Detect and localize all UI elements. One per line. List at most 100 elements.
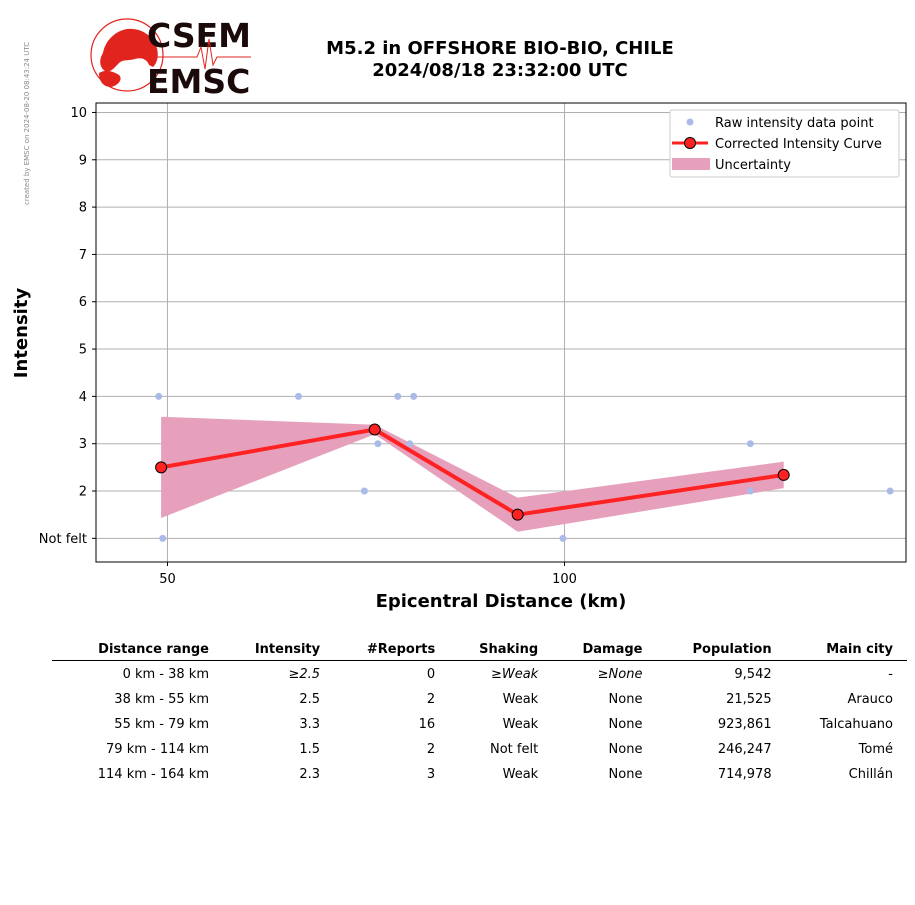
y-tick-label: 5: [79, 343, 87, 358]
logo-text-bottom: EMSC: [147, 62, 250, 99]
cell-shaking: Weak: [502, 716, 539, 732]
cell-damage: ≥None: [597, 666, 643, 682]
cell-intensity: 3.3: [299, 716, 321, 732]
cell-population: 9,542: [734, 666, 772, 682]
cell-shaking: Weak: [502, 691, 539, 707]
y-tick-label: Not felt: [39, 532, 87, 547]
cell-range: 0 km - 38 km: [122, 666, 209, 682]
raw-intensity-point: [746, 487, 754, 495]
legend-marker-curve: [684, 137, 696, 149]
raw-intensity-point: [360, 487, 368, 495]
cell-reports: 0: [426, 666, 436, 682]
cell-city: Tomé: [858, 741, 893, 757]
distance-summary-table: Distance range Intensity #Reports Shakin…: [52, 640, 907, 786]
logo-text-top: CSEM: [147, 17, 251, 55]
raw-intensity-point: [410, 392, 418, 400]
raw-intensity-point: [374, 440, 382, 448]
y-tick-label: 4: [79, 390, 87, 405]
cell-reports: 2: [426, 741, 436, 757]
csem-emsc-logo: CSEM EMSC: [89, 16, 254, 101]
cell-city: Chillán: [848, 766, 893, 782]
cell-population: 923,861: [717, 716, 772, 732]
curve-point: [368, 423, 381, 436]
uncertainty-area: [161, 416, 784, 532]
cell-reports: 3: [426, 766, 436, 782]
y-tick-label: 2: [79, 485, 87, 500]
y-tick-label: 6: [79, 295, 87, 310]
y-tick-label: 8: [79, 201, 87, 216]
table-header-row: Distance range Intensity #Reports Shakin…: [52, 640, 907, 661]
col-intensity: Intensity: [223, 640, 335, 661]
raw-intensity-point: [159, 534, 167, 542]
table-row: 114 km - 164 km 2.3 3 Weak None 714,978 …: [52, 761, 907, 786]
col-main-city: Main city: [785, 640, 907, 661]
raw-points: [155, 392, 894, 542]
cell-damage: None: [608, 766, 643, 782]
plot-frame: [95, 102, 907, 563]
cell-damage: None: [608, 691, 643, 707]
col-population: Population: [656, 640, 786, 661]
title-line-1: M5.2 in OFFSHORE BIO-BIO, CHILE: [326, 38, 674, 59]
legend-marker-raw: [686, 118, 694, 126]
cell-reports: 2: [426, 691, 436, 707]
y-tick-label: 10: [70, 106, 87, 121]
y-tick-label: 9: [79, 153, 87, 168]
col-damage: Damage: [552, 640, 657, 661]
cell-shaking: Weak: [502, 766, 539, 782]
cell-city: -: [888, 666, 893, 682]
col-distance-range: Distance range: [52, 640, 223, 661]
chart-title: M5.2 in OFFSHORE BIO-BIO, CHILE 2024/08/…: [290, 38, 710, 82]
legend-box: [669, 109, 900, 178]
cell-population: 246,247: [717, 741, 772, 757]
raw-intensity-point: [394, 392, 402, 400]
table-row: 0 km - 38 km ≥2.5 0 ≥Weak ≥None 9,542 -: [52, 661, 907, 687]
intensity-chart: 50 100 Not felt 2 3 4 5 6 7 8 9 10 Epicentral Dist…: [11, 102, 907, 612]
raw-intensity-point: [406, 440, 414, 448]
cell-intensity: ≥2.5: [288, 666, 321, 682]
curve-point: [155, 461, 168, 474]
curve-point: [511, 508, 524, 521]
cell-shaking: Not felt: [490, 741, 539, 757]
raw-intensity-point: [746, 440, 754, 448]
y-ticks: Not felt 2 3 4 5 6 7 8 9 10: [39, 106, 96, 547]
table-row: 55 km - 79 km 3.3 16 Weak None 923,861 T…: [52, 711, 907, 736]
table-row: 79 km - 114 km 1.5 2 Not felt None 246,2…: [52, 736, 907, 761]
cell-range: 38 km - 55 km: [114, 691, 209, 707]
raw-intensity-point: [559, 534, 567, 542]
y-tick-label: 7: [79, 248, 87, 263]
cell-city: Talcahuano: [819, 716, 893, 732]
title-line-2: 2024/08/18 23:32:00 UTC: [372, 60, 628, 81]
cell-range: 55 km - 79 km: [114, 716, 209, 732]
legend-label-curve: Corrected Intensity Curve: [715, 137, 882, 152]
x-ticks: 50 100: [159, 562, 577, 587]
cell-damage: None: [608, 741, 643, 757]
cell-range: 79 km - 114 km: [106, 741, 209, 757]
cell-intensity: 2.3: [299, 766, 321, 782]
intensity-curve: [155, 423, 790, 521]
table-row: 38 km - 55 km 2.5 2 Weak None 21,525 Ara…: [52, 686, 907, 711]
curve-line: [160, 427, 785, 517]
legend-swatch-uncertainty: [672, 158, 710, 170]
uncertainty-band: [161, 416, 784, 532]
cell-intensity: 1.5: [299, 741, 321, 757]
cell-range: 114 km - 164 km: [97, 766, 209, 782]
raw-intensity-point: [886, 487, 894, 495]
x-tick-label: 50: [159, 572, 176, 587]
raw-intensity-point: [295, 392, 302, 400]
col-shaking: Shaking: [449, 640, 553, 661]
legend: Raw intensity data point Corrected Inten…: [669, 109, 900, 178]
cell-population: 714,978: [717, 766, 772, 782]
x-tick-label: 100: [552, 572, 577, 587]
y-tick-label: 3: [79, 437, 87, 452]
cell-shaking: ≥Weak: [490, 666, 539, 682]
y-axis-label: Intensity: [11, 288, 32, 379]
cell-population: 21,525: [726, 691, 772, 707]
col-reports: #Reports: [334, 640, 450, 661]
legend-label-uncertainty: Uncertainty: [715, 158, 791, 173]
cell-damage: None: [608, 716, 643, 732]
curve-point: [777, 468, 790, 481]
legend-label-raw: Raw intensity data point: [715, 116, 874, 131]
cell-reports: 16: [418, 716, 436, 732]
cell-city: Arauco: [847, 691, 893, 707]
raw-intensity-point: [155, 392, 163, 400]
